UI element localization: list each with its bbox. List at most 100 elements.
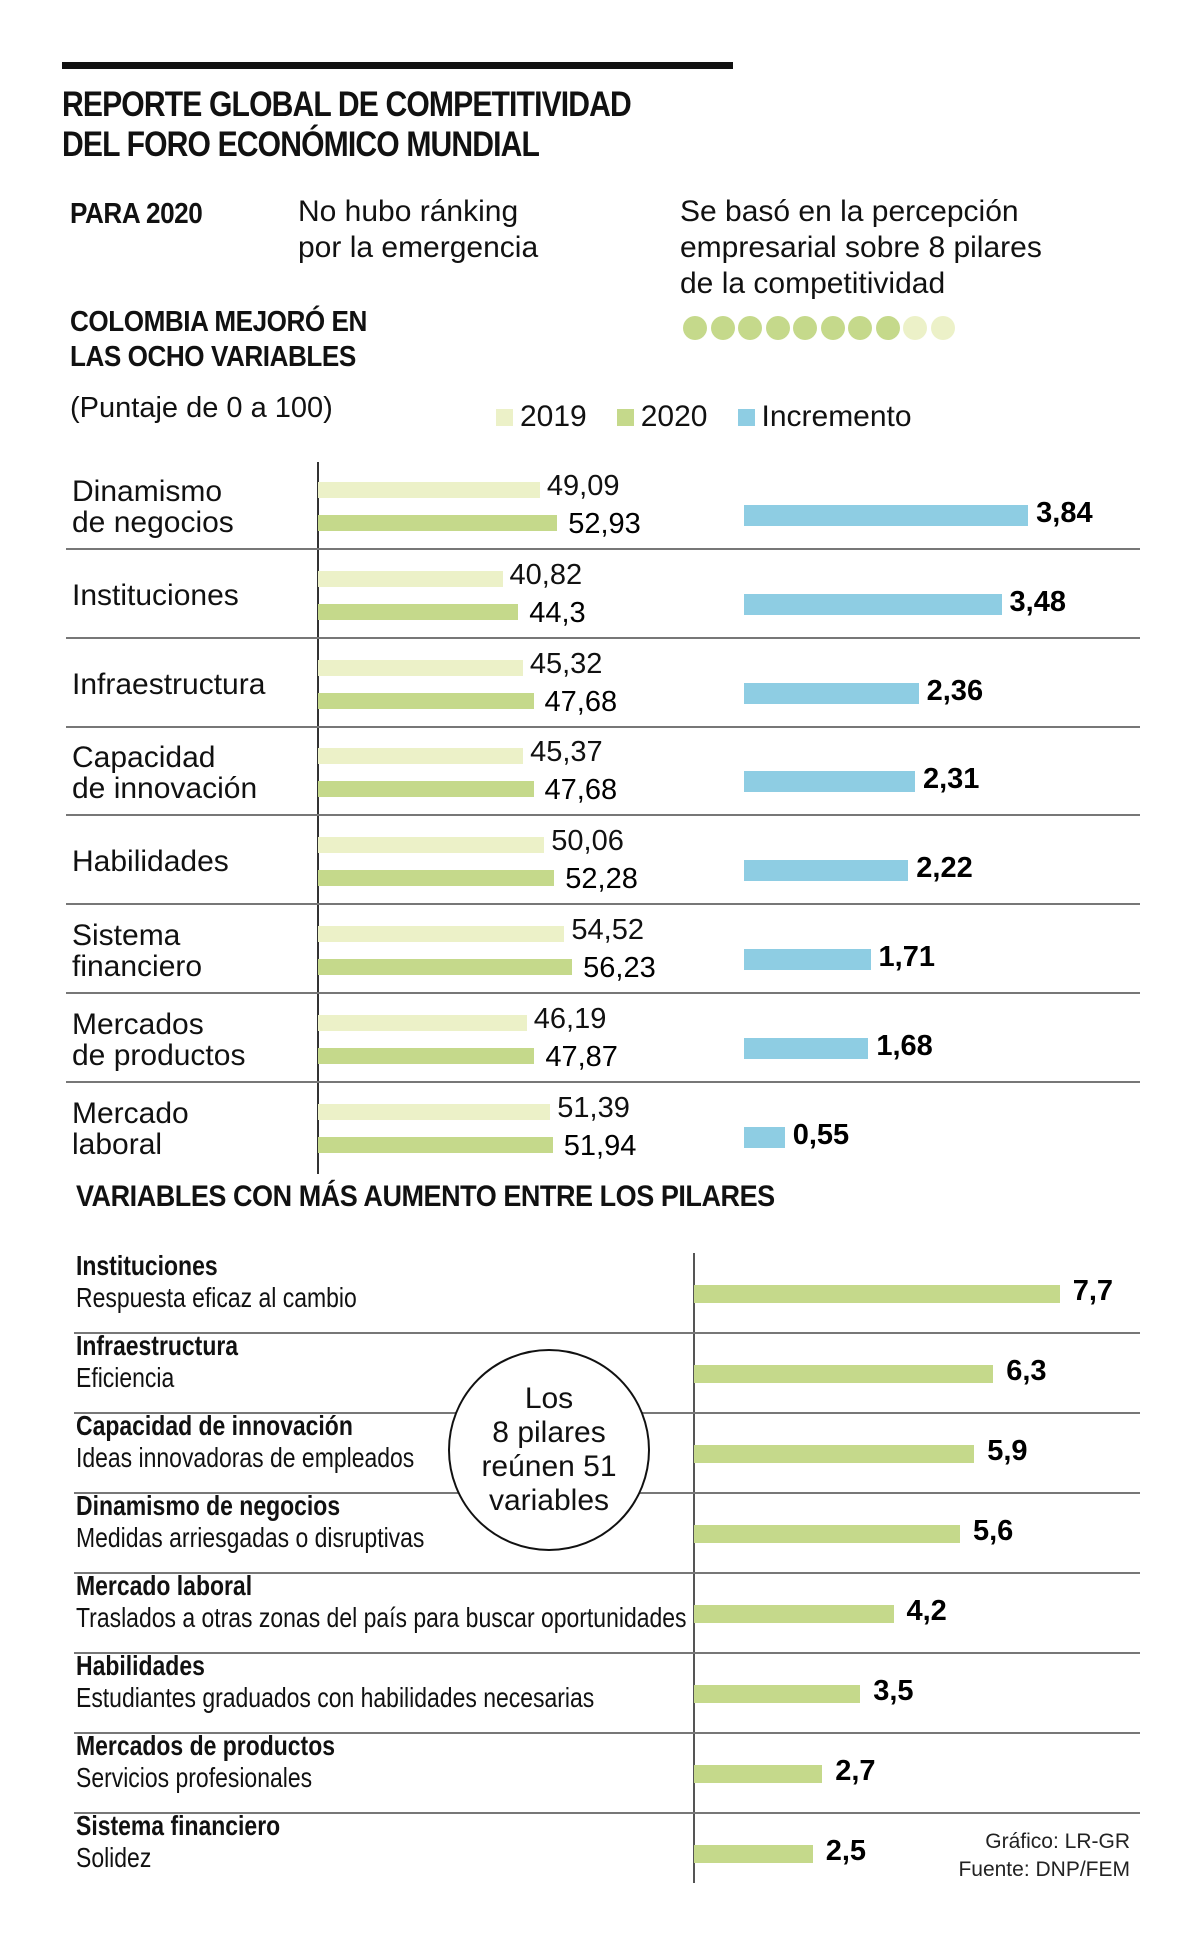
pillar-name: Dinamismo de negocios	[76, 1490, 341, 1521]
bar-increment	[744, 771, 915, 793]
bar-2019	[318, 837, 545, 854]
row-separator	[66, 636, 1140, 639]
bar-increment	[744, 949, 871, 970]
bar-increment	[744, 593, 1002, 615]
pillar-dot-filled	[820, 316, 845, 340]
bar-2020	[318, 692, 534, 709]
bar-increment	[744, 1037, 869, 1059]
graphic-credit: Gráfico: LR-GR	[985, 1830, 1130, 1853]
bar-increase	[694, 1445, 975, 1463]
value-label-2019: 46,19	[533, 1002, 607, 1035]
bar-2020	[318, 781, 534, 798]
bar-2020	[318, 515, 558, 531]
row-separator	[66, 1080, 1140, 1083]
value-label-increment: 0,55	[792, 1118, 850, 1151]
pillar-name: Instituciones	[76, 1250, 218, 1281]
legend-swatch-2019	[496, 408, 513, 426]
legend-swatch-2020	[616, 408, 634, 426]
category-label-line: Habilidades	[72, 845, 229, 879]
value-label: 2,7	[835, 1755, 876, 1787]
variable-name: Solidez	[76, 1842, 152, 1873]
bar-increase	[694, 1525, 960, 1543]
value-label-2019: 40,82	[509, 558, 583, 591]
category-label-line: de negocios	[72, 506, 234, 539]
annotation-line-4: variables	[488, 1484, 610, 1517]
pillar-dot-filled	[793, 316, 817, 340]
pillar-dot-filled	[765, 316, 790, 340]
bar-increment	[744, 505, 1029, 526]
bar-2020	[318, 959, 573, 975]
row-separator	[74, 1332, 1140, 1334]
value-label: 7,7	[1072, 1275, 1114, 1307]
annotation-line-1: Los	[524, 1382, 574, 1415]
category-label: Capacidad de innovación	[72, 742, 257, 804]
chart1-title: COLOMBIA MEJORÓ EN LAS OCHO VARIABLES	[70, 305, 367, 375]
bar-increase	[694, 1685, 861, 1703]
pillar-dots	[683, 316, 955, 340]
variable-name: Eficiencia	[76, 1362, 175, 1393]
category-label-line: Instituciones	[72, 578, 239, 612]
variable-name: Servicios profesionales	[76, 1762, 313, 1793]
chart1-legend: 2019 2020 Incremento	[496, 400, 942, 434]
bar-increase	[694, 1845, 813, 1863]
category-label-line: Capacidad	[72, 741, 216, 775]
category-label: Dinamismo de negocios	[72, 476, 234, 538]
bar-increment	[744, 860, 909, 882]
legend-item-2020: 2020	[616, 400, 708, 434]
category-label-line: Mercados	[72, 1007, 204, 1041]
variable-name: Estudiantes graduados con habilidades ne…	[76, 1682, 595, 1713]
value-label-2019: 45,32	[529, 647, 603, 680]
chart2-title: VARIABLES CON MÁS AUMENTO ENTRE LOS PILA…	[76, 1180, 775, 1213]
variable-name: Traslados a otras zonas del país para bu…	[76, 1602, 687, 1633]
value-label-2020: 56,23	[583, 952, 656, 984]
value-label-2019: 51,39	[557, 1091, 630, 1124]
ranking-note: No hubo ránking por la emergencia	[298, 194, 538, 266]
legend-label-2020: 2020	[640, 400, 708, 433]
basis-note: Se basó en la percepción empresarial sob…	[680, 194, 1042, 302]
value-label-2020: 44,3	[529, 596, 586, 629]
title-line-1: REPORTE GLOBAL DE COMPETITIVIDAD	[62, 85, 632, 124]
category-label-line: Dinamismo	[72, 475, 223, 508]
bar-increment	[744, 682, 919, 704]
value-label: 2,5	[825, 1835, 867, 1867]
value-label-2019: 49,09	[546, 470, 620, 502]
pillar-name: Capacidad de innovación	[76, 1410, 353, 1441]
value-label-2020: 47,87	[545, 1040, 618, 1073]
legend-label-2019: 2019	[520, 400, 587, 433]
legend-item-2019: 2019	[496, 400, 587, 434]
value-label-2020: 47,68	[544, 774, 618, 807]
pillar-dot-empty	[903, 316, 927, 340]
bar-2019	[318, 748, 524, 765]
pillar-name: Infraestructura	[76, 1330, 239, 1361]
legend-swatch-incremento	[737, 408, 755, 426]
chart1-title-line-2: LAS OCHO VARIABLES	[70, 341, 356, 373]
category-label: Mercado laboral	[72, 1098, 189, 1160]
row-separator	[74, 1812, 1140, 1814]
data-source: Fuente: DNP/FEM	[958, 1858, 1130, 1881]
bar-increment	[744, 1126, 785, 1148]
title-line-2: DEL FORO ECONÓMICO MUNDIAL	[62, 125, 540, 164]
category-label-line: laboral	[72, 1127, 163, 1161]
pillar-dot-filled	[710, 316, 735, 340]
value-label: 5,6	[973, 1515, 1014, 1547]
year-label: PARA 2020	[70, 198, 203, 230]
bar-2019	[318, 1103, 551, 1120]
row-separator	[74, 1652, 1140, 1654]
value-label-2020: 52,93	[568, 508, 641, 540]
pillar-dot-filled	[738, 316, 762, 340]
bar-2019	[318, 1014, 527, 1031]
variable-name: Ideas innovadoras de empleados	[76, 1442, 415, 1473]
chart1-subtitle: (Puntaje de 0 a 100)	[70, 392, 333, 424]
page-title: REPORTE GLOBAL DE COMPETITIVIDAD DEL FOR…	[62, 85, 632, 165]
pillar-dot-filled	[683, 316, 707, 340]
category-label-line: Mercado	[72, 1096, 189, 1130]
bar-2020	[318, 1136, 553, 1153]
value-label-increment: 2,22	[916, 852, 973, 885]
bar-2020	[318, 870, 555, 887]
variable-name: Medidas arriesgadas o disruptivas	[76, 1522, 425, 1553]
pillar-name: Mercados de productos	[76, 1730, 335, 1761]
row-separator	[66, 992, 1140, 994]
basis-note-line-1: Se basó en la percepción	[680, 195, 1019, 228]
legend-item-incremento: Incremento	[737, 400, 912, 434]
value-label-increment: 1,68	[876, 1029, 933, 1062]
